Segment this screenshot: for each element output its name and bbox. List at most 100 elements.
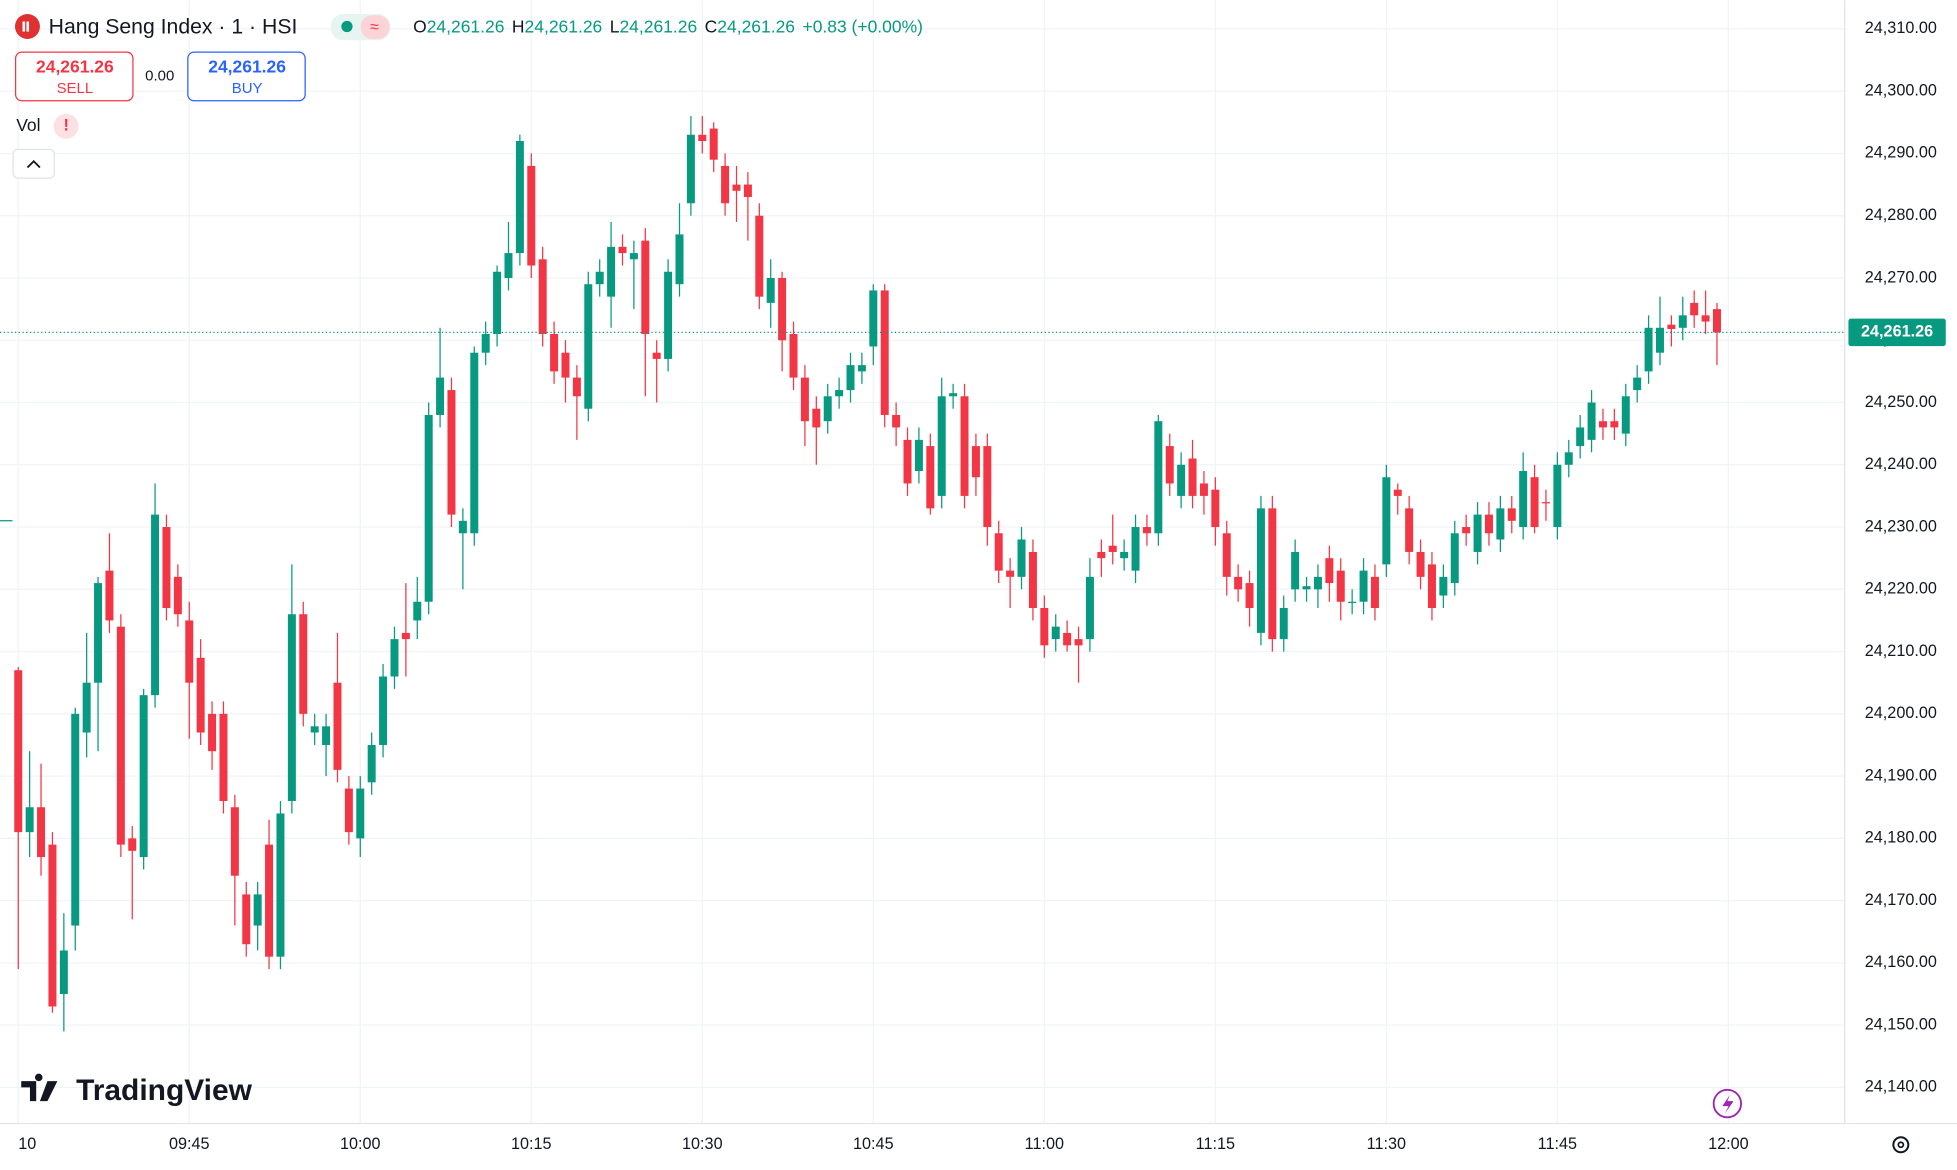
- x-tick-label: 11:45: [1538, 1135, 1577, 1153]
- candle-body: [379, 676, 388, 745]
- candle-body: [1256, 508, 1265, 633]
- candle-body: [322, 726, 331, 745]
- candle-body: [14, 670, 23, 833]
- last-price-label: 24,261.26: [1861, 323, 1933, 341]
- candle-body: [1348, 601, 1357, 604]
- ohlc-change: +0.83 (+0.00%): [803, 16, 923, 36]
- x-tick-label: 10:45: [853, 1135, 894, 1153]
- candle-body: [561, 352, 570, 378]
- candle-body: [1712, 309, 1721, 333]
- candle-body: [1291, 551, 1300, 590]
- candle-body: [1108, 545, 1117, 552]
- x-tick-label: 10: [18, 1135, 36, 1153]
- candle-body: [230, 807, 239, 876]
- candle-body: [1245, 583, 1254, 608]
- candle-body: [607, 246, 616, 297]
- candle-body: [1177, 464, 1186, 496]
- delayed-badge[interactable]: [360, 15, 390, 39]
- candle-body: [1507, 508, 1516, 521]
- candle-body: [641, 240, 650, 335]
- sell-price: 24,261.26: [36, 56, 114, 76]
- candle-body: [1644, 327, 1653, 372]
- candle-body: [105, 570, 114, 621]
- settings-icon: [1897, 1141, 1905, 1149]
- collapse-button[interactable]: [12, 148, 55, 179]
- candle-body: [812, 408, 821, 428]
- y-tick-label: 24,280.00: [1865, 206, 1937, 224]
- candle-body: [937, 396, 946, 496]
- candle-body: [71, 713, 80, 926]
- candle-body: [755, 215, 764, 297]
- y-tick-label: 24,220.00: [1865, 580, 1937, 598]
- y-tick-label: 24,300.00: [1865, 81, 1937, 99]
- candle-body: [185, 620, 194, 683]
- sell-button[interactable]: [14, 51, 134, 102]
- candle-body: [1633, 377, 1642, 391]
- spread: 0.00: [145, 67, 174, 84]
- candle-body: [1006, 570, 1015, 577]
- candle-body: [1028, 551, 1037, 608]
- candle-body: [789, 334, 798, 378]
- symbol-title[interactable]: Hang Seng Index · 1 · HSI: [49, 15, 298, 38]
- sell-label: SELL: [57, 80, 94, 97]
- logo-text[interactable]: TradingView: [76, 1074, 253, 1107]
- ohlc-key: H: [512, 16, 525, 36]
- candle-body: [686, 134, 695, 204]
- x-tick-label: 12:00: [1708, 1135, 1749, 1153]
- candle-body: [1325, 558, 1334, 584]
- candle-body: [960, 396, 969, 496]
- candle-body: [1188, 458, 1197, 496]
- candle-body: [1621, 396, 1630, 434]
- candle-body: [333, 682, 342, 770]
- candle-body: [994, 533, 1003, 571]
- volume-label[interactable]: Vol: [16, 115, 40, 135]
- candle-body: [1313, 576, 1322, 590]
- candle-body: [1040, 607, 1049, 646]
- candle-body: [538, 259, 547, 335]
- candle-body: [698, 134, 707, 141]
- y-tick-label: 24,210.00: [1865, 642, 1937, 660]
- y-tick-label: 24,160.00: [1865, 953, 1937, 971]
- last-price-badge: [1848, 318, 1946, 347]
- candle-body: [800, 377, 809, 422]
- candle-body: [1199, 483, 1208, 496]
- ohlc-value: 24,261.26: [525, 16, 603, 36]
- candle-body: [1553, 464, 1562, 528]
- candle-body: [664, 271, 673, 359]
- volume-warning[interactable]: [53, 113, 79, 139]
- candle-body: [82, 682, 91, 733]
- candle-body: [778, 277, 787, 341]
- candle-body: [242, 894, 251, 945]
- candle-body: [1051, 626, 1060, 640]
- candle-body: [1690, 302, 1699, 316]
- candle-body: [721, 165, 730, 204]
- candle-body: [1564, 452, 1573, 465]
- x-tick-label: 09:45: [169, 1135, 210, 1153]
- candle-body: [880, 290, 889, 415]
- symbol-icon[interactable]: [14, 14, 40, 39]
- lightning-icon: [1722, 1094, 1734, 1114]
- candle-body: [1063, 632, 1072, 646]
- candle-body: [732, 184, 741, 191]
- candle-body: [550, 334, 559, 372]
- candle-body: [515, 140, 524, 254]
- candle-body: [857, 365, 866, 372]
- y-tick-label: 24,190.00: [1865, 766, 1937, 784]
- buy-button[interactable]: [187, 51, 306, 102]
- candle-body: [1655, 327, 1664, 353]
- candle-body: [983, 446, 992, 528]
- collapse-icon: [26, 159, 41, 169]
- y-tick-label: 24,290.00: [1865, 144, 1937, 162]
- ohlc-legend: O24,261.26 H24,261.26 L24,261.26 C24,261.26…: [413, 16, 923, 36]
- candle-body: [1154, 421, 1163, 534]
- candle-body: [629, 253, 638, 260]
- candle-body: [504, 253, 513, 278]
- lightning-button[interactable]: [1712, 1088, 1743, 1119]
- candle-body: [344, 788, 353, 833]
- candle-body: [1120, 551, 1129, 559]
- candle-body: [595, 271, 604, 285]
- buy-price: 24,261.26: [208, 56, 286, 76]
- settings-button[interactable]: [1892, 1136, 1910, 1154]
- candle-body: [1530, 477, 1539, 528]
- x-tick-label: 10:30: [682, 1135, 723, 1153]
